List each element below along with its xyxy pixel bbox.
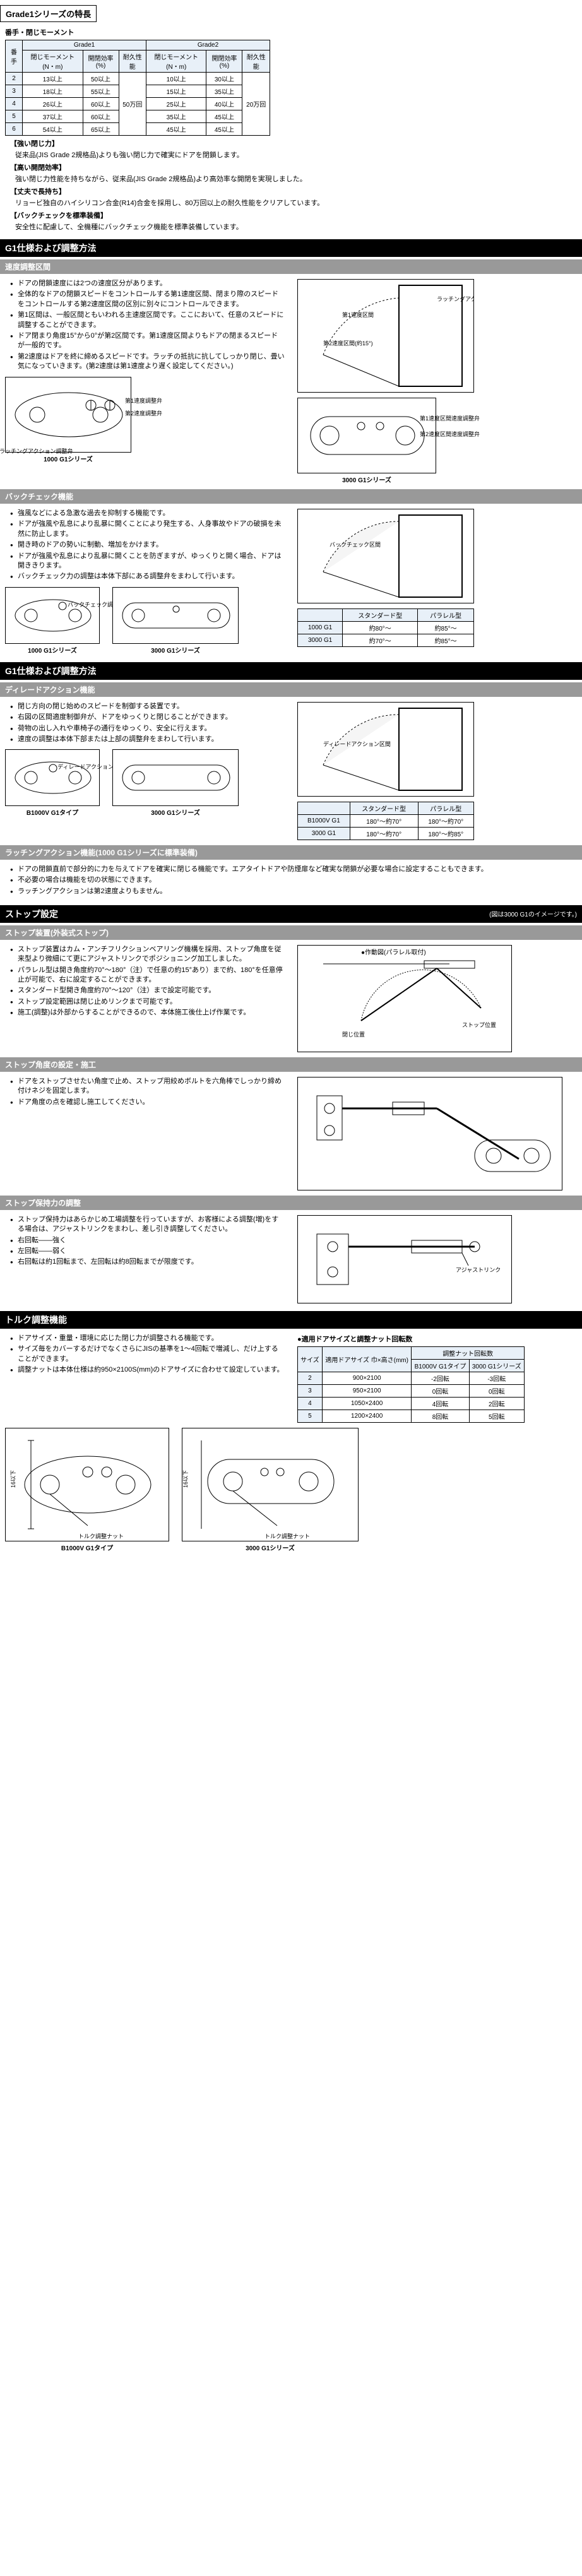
speed-section-title: 速度調整区間 (0, 259, 582, 274)
backcheck-bullets: 強風などによる急激な過去を抑制する機能です。 ドアが強風や乱息により乱暴に開くこ… (5, 509, 285, 582)
backcheck-title: バックチェック機能 (0, 489, 582, 504)
svg-text:アジャストリンク: アジャストリンク (456, 1267, 501, 1273)
bc-1000-icon (6, 587, 99, 644)
svg-text:第1速度区間: 第1速度区間 (342, 311, 374, 318)
stop-hold-bullets: ストップ保持力はあらかじめ工場調整を行っていますが、お客様による調整(増)をする… (5, 1215, 285, 1267)
torque-content: ドアサイズ・重量・環境に応じた閉じ力が調整される機能です。 サイズ毎をカバーする… (0, 1331, 582, 1425)
svg-text:トルク調整ナット: トルク調整ナット (264, 1533, 310, 1540)
delayed-3000-icon (113, 749, 238, 806)
torque-3000-icon: 16以下 トルク調整ナット (182, 1428, 358, 1541)
svg-text:バックチェック区間: バックチェック区間 (330, 542, 381, 548)
closer-arm-assembly-icon (298, 1077, 562, 1190)
stop-device-content: ストップ装置はカム・アンチフリクションベアリング機構を採用、ストップ角度を従来型… (0, 942, 582, 1055)
svg-text:●作動図(パラレル取付): ●作動図(パラレル取付) (361, 948, 426, 956)
closer-body-icon (6, 377, 131, 453)
svg-text:16以下: 16以下 (182, 1470, 189, 1488)
bc-diagram-1000: バックチェック調整弁 (5, 587, 100, 644)
speed-bullets: ドアの閉鎖速度には2つの速度区分があります。 全体的なドアの閉鎖スピードをコント… (5, 279, 285, 372)
stop-device-bullets: ストップ装置はカム・アンチフリクションベアリング機構を採用、ストップ角度を従来型… (5, 945, 285, 1018)
point1-title: 【強い閉じ力】 (10, 138, 577, 148)
bc-3000-icon (113, 587, 238, 644)
svg-text:トルク調整ナット: トルク調整ナット (78, 1533, 124, 1540)
speed-cap1: 1000 G1シリーズ (5, 454, 131, 463)
point2-text: 強い閉じ力性能を持ちながら、従来品(JIS Grade 2規格品)より高効率な開… (5, 174, 577, 184)
delayed-diagram-3000 (112, 749, 239, 806)
stop-angle-bullets: ドアをストップさせたい角度で止め、ストップ用絞めボルトを六角棒でしっかり締め付け… (5, 1077, 285, 1107)
delayed-title: ディレードアクション機能 (0, 682, 582, 697)
latching-content: ドアの閉鎖直前で部分的に力を与えてドアを確実に閉じる機能です。エアタイトドアや防… (0, 862, 582, 900)
stop-hold-title: ストップ保持力の調整 (0, 1196, 582, 1210)
torque-1000-icon: 16以下 トルク調整ナット (6, 1428, 169, 1541)
latching-title: ラッチングアクション機能(1000 G1シリーズに標準装備) (0, 845, 582, 860)
stop-arm-icon: ●作動図(パラレル取付) 閉じ位置 ストップ位置 (298, 945, 511, 1052)
torque-diagram-3000: 16以下 トルク調整ナット (182, 1428, 359, 1541)
point4-text: 安全性に配慮して、全機種にバックチェック機能を標準装備しています。 (5, 222, 577, 232)
grade1-content: 番手・閉じモーメント 番手 Grade1 Grade2 閉じモーメント(N・m)… (0, 25, 582, 234)
svg-text:ディレードアクション区間: ディレードアクション区間 (323, 740, 391, 747)
closer-3000-icon (298, 398, 436, 473)
svg-text:16以下: 16以下 (10, 1470, 16, 1488)
delayed-table: スタンダード型パラレル型 B1000V G1180°～約70°180°～約70°… (297, 802, 474, 840)
grade1-title: Grade1シリーズの特長 (0, 5, 97, 22)
point1-text: 従来品(JIS Grade 2規格品)よりも強い閉じ力で確実にドアを閉鎖します。 (5, 150, 577, 160)
door-icon: ラッチングアクション区間 第1速度区間 第2速度区間(約15°) (298, 279, 473, 393)
svg-text:第2速度区間(約15°): 第2速度区間(約15°) (323, 340, 373, 347)
bc-door-icon: バックチェック区間 (298, 509, 473, 603)
svg-text:閉じ位置: 閉じ位置 (342, 1031, 365, 1038)
torque-diagram-1000: 16以下 トルク調整ナット (5, 1428, 169, 1541)
torque-table-title: ●適用ドアサイズと調整ナット回転数 (297, 1334, 577, 1344)
torque-bullets: ドアサイズ・重量・環境に応じた閉じ力が調整される機能です。 サイズ毎をカバーする… (5, 1334, 285, 1375)
svg-text:ストップ位置: ストップ位置 (462, 1021, 496, 1028)
stop-hold-diagram: アジャストリンク (297, 1215, 512, 1303)
stop-angle-title: ストップ角度の設定・施工 (0, 1057, 582, 1072)
backcheck-content: 強風などによる急激な過去を抑制する機能です。 ドアが強風や乱息により乱暴に開くこ… (0, 506, 582, 657)
grade1-table-caption: 番手・閉じモーメント (5, 27, 577, 37)
speed-diagram-1000: 第1速度調整弁 第2速度調整弁 ラッチングアクション調整弁 (5, 377, 131, 453)
stop-angle-content: ドアをストップさせたい角度で止め、ストップ用絞めボルトを六角棒でしっかり締め付け… (0, 1074, 582, 1193)
point3-title: 【丈夫で長持ち】 (10, 186, 577, 196)
torque-table: サイズ 適用ドアサイズ 巾×高さ(mm) 調整ナット回転数 B1000V G1タ… (297, 1346, 525, 1423)
g1-spec2-title: G1仕様および調整方法 (0, 662, 582, 680)
door-diagram: ラッチングアクション区間 第1速度区間 第2速度区間(約15°) (297, 279, 474, 393)
delayed-content: 閉じ方向の閉じ始めのスピードを制御する装置です。 右図の区間適度制御弁が、ドアを… (0, 699, 582, 843)
delayed-door-diagram: ディレードアクション区間 (297, 702, 474, 797)
stop-device-title: ストップ装置(外装式ストップ) (0, 925, 582, 940)
stop-title: ストップ設定 (図は3000 G1のイメージです。) (0, 905, 582, 923)
torque-title: トルク調整機能 (0, 1311, 582, 1329)
stop-action-diagram: ●作動図(パラレル取付) 閉じ位置 ストップ位置 (297, 945, 512, 1052)
grade1-table: 番手 Grade1 Grade2 閉じモーメント(N・m) 開閉効率(%) 耐久… (5, 40, 270, 136)
bracket-arm-icon: アジャストリンク (298, 1215, 511, 1303)
delayed-door-icon: ディレードアクション区間 (298, 702, 473, 797)
bc-door-diagram: バックチェック区間 (297, 509, 474, 603)
point4-title: 【バックチェックを標準装備】 (10, 210, 577, 220)
bc-table: スタンダード型パラレル型 1000 G1約80°～約85°～ 3000 G1約7… (297, 608, 474, 647)
delayed-1000-icon (6, 749, 99, 806)
speed-cap2: 3000 G1シリーズ (297, 475, 436, 484)
bc-diagram-3000 (112, 587, 239, 644)
delayed-diagram-1000: ディレードアクション調整弁 (5, 749, 100, 806)
torque-diagrams: 16以下 トルク調整ナット B1000V G1タイプ 16以下 トルク調整ナット… (0, 1425, 582, 1555)
speed-diagram-3000: 第1速度区間速度調整弁 第2速度区間速度調整弁 (297, 398, 436, 473)
stop-angle-diagram (297, 1077, 562, 1190)
delayed-bullets: 閉じ方向の閉じ始めのスピードを制御する装置です。 右図の区間適度制御弁が、ドアを… (5, 702, 285, 745)
svg-text:ラッチングアクション区間: ラッチングアクション区間 (437, 295, 473, 302)
latching-bullets: ドアの閉鎖直前で部分的に力を与えてドアを確実に閉じる機能です。エアタイトドアや防… (5, 865, 577, 896)
speed-content: ドアの閉鎖速度には2つの速度区分があります。 全体的なドアの閉鎖スピードをコント… (0, 276, 582, 487)
point2-title: 【高い開閉効率】 (10, 162, 577, 172)
point3-text: リョービ独自のハイシリコン合金(R14)合金を採用し、80万回以上の耐久性能をク… (5, 198, 577, 208)
stop-hold-content: ストップ保持力はあらかじめ工場調整を行っていますが、お客様による調整(増)をする… (0, 1213, 582, 1306)
g1-spec-title: G1仕様および調整方法 (0, 239, 582, 257)
